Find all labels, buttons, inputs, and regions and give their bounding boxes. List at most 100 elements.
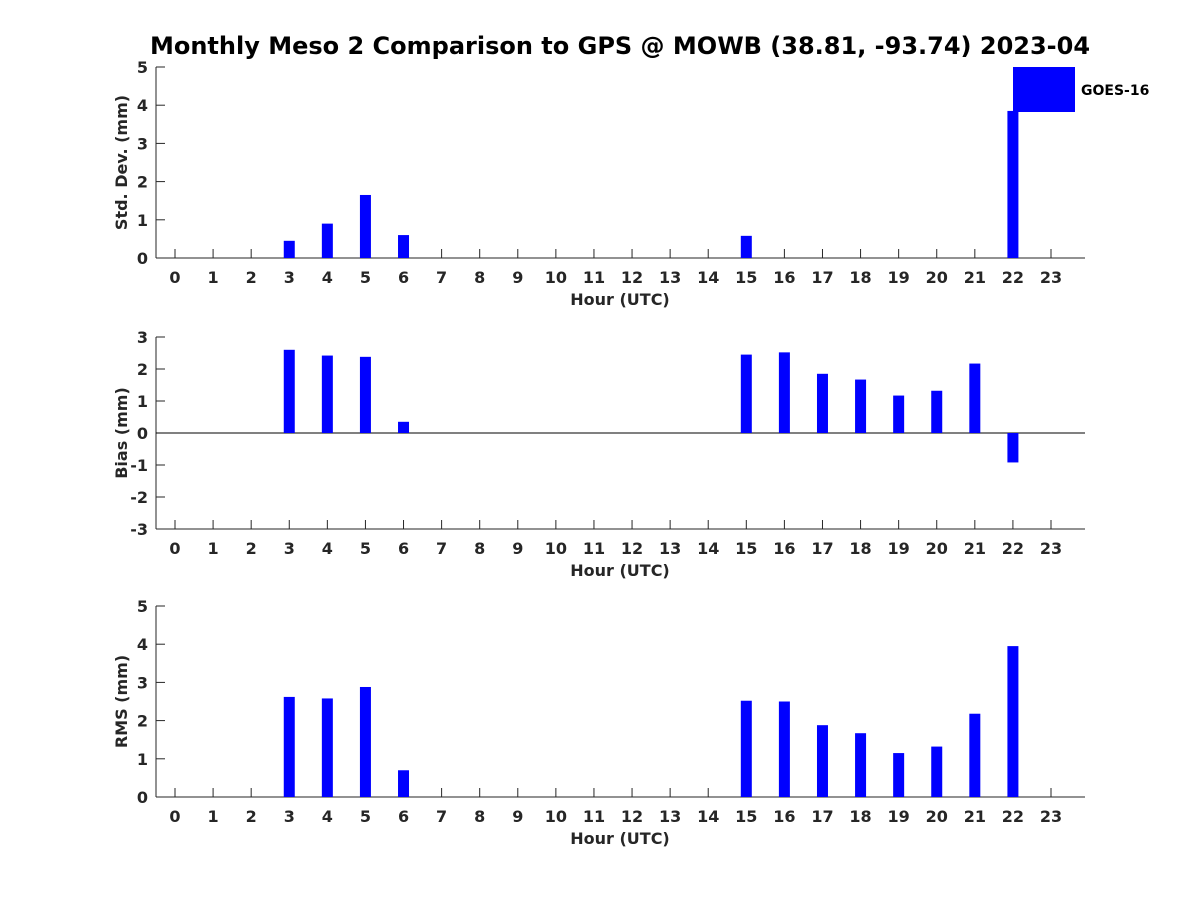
legend: GOES-16: [1013, 67, 1149, 112]
x-tick-label: 4: [322, 268, 333, 287]
bar-hour-3: [283, 696, 295, 797]
x-tick-label: 5: [360, 268, 371, 287]
x-tick-label: 23: [1040, 268, 1062, 287]
y-tick-label: 1: [137, 211, 148, 230]
x-tick-label: 12: [621, 539, 643, 558]
x-tick-label: 18: [849, 268, 871, 287]
x-tick-label: 15: [735, 539, 757, 558]
x-tick-label: 5: [360, 539, 371, 558]
x-tick-label: 11: [583, 807, 605, 826]
bar-hour-16: [778, 352, 790, 433]
x-tick-label: 3: [284, 539, 295, 558]
y-tick-label: 5: [137, 597, 148, 616]
y-tick-label: 2: [137, 360, 148, 379]
x-tick-label: 14: [697, 807, 719, 826]
x-tick-label: 19: [888, 807, 910, 826]
x-tick-label: 7: [436, 539, 447, 558]
y-tick-label: 4: [137, 635, 148, 654]
x-tick-label: 15: [735, 268, 757, 287]
y-axis-label: Bias (mm): [112, 387, 131, 479]
x-tick-label: 4: [322, 807, 333, 826]
x-tick-label: 13: [659, 268, 681, 287]
x-tick-label: 17: [811, 807, 833, 826]
x-tick-label: 22: [1002, 539, 1024, 558]
x-tick-label: 9: [512, 539, 523, 558]
bar-hour-17: [816, 373, 828, 433]
x-tick-label: 2: [246, 807, 257, 826]
bar-hour-16: [778, 701, 790, 797]
x-axis-label: Hour (UTC): [570, 561, 670, 580]
legend-swatch: [1013, 67, 1075, 112]
x-tick-label: 12: [621, 268, 643, 287]
y-tick-label: 3: [137, 673, 148, 692]
x-tick-label: 4: [322, 539, 333, 558]
x-tick-label: 14: [697, 539, 719, 558]
x-tick-label: 19: [888, 268, 910, 287]
bar-hour-4: [321, 698, 333, 797]
bar-hour-3: [283, 349, 295, 433]
x-tick-label: 21: [964, 539, 986, 558]
x-tick-label: 2: [246, 268, 257, 287]
bar-hour-5: [359, 194, 371, 258]
y-tick-label: 1: [137, 750, 148, 769]
x-tick-label: 19: [888, 539, 910, 558]
x-tick-label: 18: [849, 807, 871, 826]
x-tick-label: 0: [169, 268, 180, 287]
x-tick-label: 17: [811, 268, 833, 287]
x-tick-label: 20: [926, 807, 948, 826]
x-tick-label: 13: [659, 539, 681, 558]
bar-hour-15: [740, 235, 752, 258]
x-tick-label: 15: [735, 807, 757, 826]
x-tick-label: 16: [773, 539, 795, 558]
y-tick-label: 0: [137, 788, 148, 807]
x-axis-label: Hour (UTC): [570, 829, 670, 848]
bar-hour-15: [740, 700, 752, 797]
y-tick-label: 4: [137, 96, 148, 115]
x-tick-label: 6: [398, 539, 409, 558]
bar-hour-3: [283, 240, 295, 258]
x-tick-label: 11: [583, 268, 605, 287]
y-tick-label: -1: [130, 456, 148, 475]
x-tick-label: 8: [474, 807, 485, 826]
bar-hour-5: [359, 356, 371, 433]
x-tick-label: 0: [169, 539, 180, 558]
bar-hour-5: [359, 686, 371, 797]
bar-hour-6: [398, 421, 410, 433]
x-tick-label: 20: [926, 539, 948, 558]
x-tick-label: 6: [398, 268, 409, 287]
x-tick-label: 17: [811, 539, 833, 558]
bar-hour-18: [855, 379, 867, 433]
x-tick-label: 8: [474, 268, 485, 287]
x-tick-label: 14: [697, 268, 719, 287]
bar-hour-17: [816, 725, 828, 797]
bar-hour-4: [321, 223, 333, 258]
bar-hour-4: [321, 355, 333, 433]
x-tick-label: 8: [474, 539, 485, 558]
bar-hour-22: [1007, 433, 1019, 463]
x-tick-label: 23: [1040, 539, 1062, 558]
x-axis-label: Hour (UTC): [570, 290, 670, 309]
x-tick-label: 9: [512, 807, 523, 826]
bar-hour-20: [931, 746, 943, 797]
x-tick-label: 16: [773, 268, 795, 287]
bar-hour-6: [398, 235, 410, 258]
bar-hour-15: [740, 354, 752, 433]
x-tick-label: 18: [849, 539, 871, 558]
x-tick-label: 1: [208, 539, 219, 558]
x-tick-label: 6: [398, 807, 409, 826]
x-tick-label: 10: [545, 268, 567, 287]
x-tick-label: 7: [436, 807, 447, 826]
x-tick-label: 3: [284, 268, 295, 287]
bar-hour-19: [893, 753, 905, 797]
y-axis-label: RMS (mm): [112, 655, 131, 748]
legend-label: GOES-16: [1081, 83, 1149, 99]
bar-hour-22: [1007, 110, 1019, 259]
x-tick-label: 0: [169, 807, 180, 826]
y-tick-label: 3: [137, 134, 148, 153]
bar-hour-19: [893, 395, 905, 433]
x-tick-label: 10: [545, 539, 567, 558]
x-tick-label: 16: [773, 807, 795, 826]
